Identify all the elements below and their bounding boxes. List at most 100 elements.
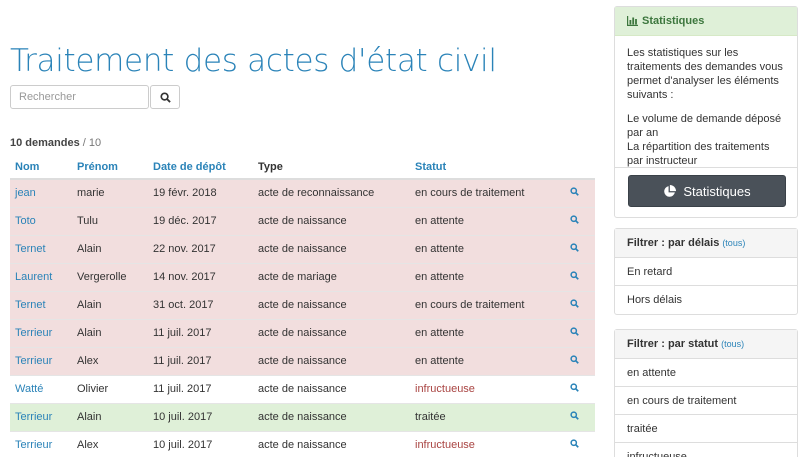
cell-type: acte de mariage [253,262,410,291]
view-details-button[interactable] [565,318,595,347]
cell-type: acte de naissance [253,430,410,457]
magnifier-icon [570,439,579,449]
page-title: Traitement des actes d'état civil [10,43,497,79]
view-details-button[interactable] [565,374,595,403]
column-header-prenom[interactable]: Prénom [72,155,148,180]
filter-delais-title: Filtrer : par délais [627,237,720,249]
filter-statut-title: Filtrer : par statut [627,338,719,350]
filter-delais-item-en-retard[interactable]: En retard [615,258,797,286]
cell-date: 11 juil. 2017 [148,346,253,375]
cell-date: 11 juil. 2017 [148,374,253,403]
cell-prenom: Alain [72,290,148,319]
cell-prenom: marie [72,178,148,207]
filter-statut-item-traitee[interactable]: traitée [615,415,797,443]
cell-nom[interactable]: Ternet [10,290,72,319]
cell-nom[interactable]: Watté [10,374,72,403]
search-button[interactable] [150,85,180,109]
cell-prenom: Alex [72,430,148,457]
statistics-panel-body: Les statistiques sur les traitements des… [615,36,797,168]
cell-nom[interactable]: Terrieur [10,402,72,431]
cell-type: acte de naissance [253,234,410,263]
magnifier-icon [570,271,579,280]
statistics-panel: Statistiques Les statistiques sur les tr… [614,6,798,218]
table-row[interactable]: Terrieur Alain 11 juil. 2017 acte de naissa… [10,318,595,347]
cell-date: 14 nov. 2017 [148,262,253,291]
table-row[interactable]: Watté Olivier 11 juil. 2017 acte de naissan… [10,374,595,403]
magnifier-icon [570,355,579,364]
table-row[interactable]: Ternet Alain 22 nov. 2017 acte de naissance… [10,234,595,263]
cell-statut: infructueuse [410,374,565,403]
search-input[interactable] [10,85,149,109]
statistics-divider [615,167,797,168]
search-icon [159,91,171,103]
cell-statut: en cours de traitement [410,178,565,207]
cell-statut: en attente [410,234,565,263]
filter-delais-item-hors-delais[interactable]: Hors délais [627,294,683,306]
cell-prenom: Alain [72,402,148,431]
table-row[interactable]: Terrieur Alain 10 juil. 2017 acte de naissa… [10,402,595,431]
cell-type: acte de naissance [253,346,410,375]
cell-date: 10 juil. 2017 [148,402,253,431]
results-count: 10 demandes / 10 [10,137,102,149]
cell-date: 22 nov. 2017 [148,234,253,263]
filter-statut-all-link[interactable]: (tous) [721,339,745,349]
cell-prenom: Alex [72,346,148,375]
view-details-button[interactable] [565,234,595,263]
table-row[interactable]: Toto Tulu 19 déc. 2017 acte de naissance en … [10,206,595,235]
cell-type: acte de naissance [253,318,410,347]
cell-type: acte de naissance [253,290,410,319]
view-details-button[interactable] [565,178,595,207]
filter-statut-item-en-attente[interactable]: en attente [615,359,797,387]
filter-statut-item-infructueuse[interactable]: infructueuse [615,443,797,457]
cell-date: 31 oct. 2017 [148,290,253,319]
table-row[interactable]: jean marie 19 févr. 2018 acte de reconnaiss… [10,178,595,207]
cell-nom[interactable]: Terrieur [10,318,72,347]
table-row[interactable]: Terrieur Alex 10 juil. 2017 acte de naissan… [10,430,595,457]
cell-date: 10 juil. 2017 [148,430,253,457]
cell-date: 11 juil. 2017 [148,318,253,347]
filter-delais-all-link[interactable]: (tous) [722,238,746,248]
cell-statut: infructueuse [410,430,565,457]
view-details-button[interactable] [565,206,595,235]
magnifier-icon [570,187,579,197]
magnifier-icon [570,383,579,392]
cell-type: acte de naissance [253,402,410,431]
filter-statut-header: Filtrer : par statut (tous) [615,330,797,359]
cell-date: 19 déc. 2017 [148,206,253,235]
magnifier-icon [570,243,579,252]
cell-nom[interactable]: Terrieur [10,346,72,375]
statistics-panel-title: Statistiques [642,15,705,27]
cell-statut: en attente [410,346,565,375]
cell-prenom: Alain [72,234,148,263]
column-header-nom[interactable]: Nom [10,155,72,180]
view-details-button[interactable] [565,402,595,431]
cell-type: acte de naissance [253,374,410,403]
filter-statut-item-en-cours[interactable]: en cours de traitement [615,387,797,415]
table-row[interactable]: Ternet Alain 31 oct. 2017 acte de naissance… [10,290,595,319]
table-row[interactable]: Laurent Vergerolle 14 nov. 2017 acte de mar… [10,262,595,291]
cell-date: 19 févr. 2018 [148,178,253,207]
table-body: jean marie 19 févr. 2018 acte de reconnaiss… [10,178,595,457]
column-header-statut[interactable]: Statut [410,155,565,180]
filter-statut-panel: Filtrer : par statut (tous) en attente e… [614,329,798,457]
column-header-actions [565,155,595,180]
view-details-button[interactable] [565,430,595,457]
cell-nom[interactable]: Ternet [10,234,72,263]
statistics-button[interactable]: Statistiques [628,175,786,207]
cell-statut: en attente [410,318,565,347]
view-details-button[interactable] [565,346,595,375]
table-row[interactable]: Terrieur Alex 11 juil. 2017 acte de naissan… [10,346,595,375]
cell-nom[interactable]: jean [10,178,72,207]
filter-delais-panel: Filtrer : par délais (tous) En retard Ho… [614,228,798,315]
cell-prenom: Tulu [72,206,148,235]
cell-nom[interactable]: Terrieur [10,430,72,457]
cell-nom[interactable]: Toto [10,206,72,235]
cell-prenom: Vergerolle [72,262,148,291]
column-header-type: Type [253,155,410,180]
statistics-intro: Les statistiques sur les traitements des… [627,47,783,101]
view-details-button[interactable] [565,290,595,319]
view-details-button[interactable] [565,262,595,291]
requests-table: Nom Prénom Date de dépôt Type Statut jea… [10,155,595,457]
column-header-date[interactable]: Date de dépôt [148,155,253,180]
cell-nom[interactable]: Laurent [10,262,72,291]
